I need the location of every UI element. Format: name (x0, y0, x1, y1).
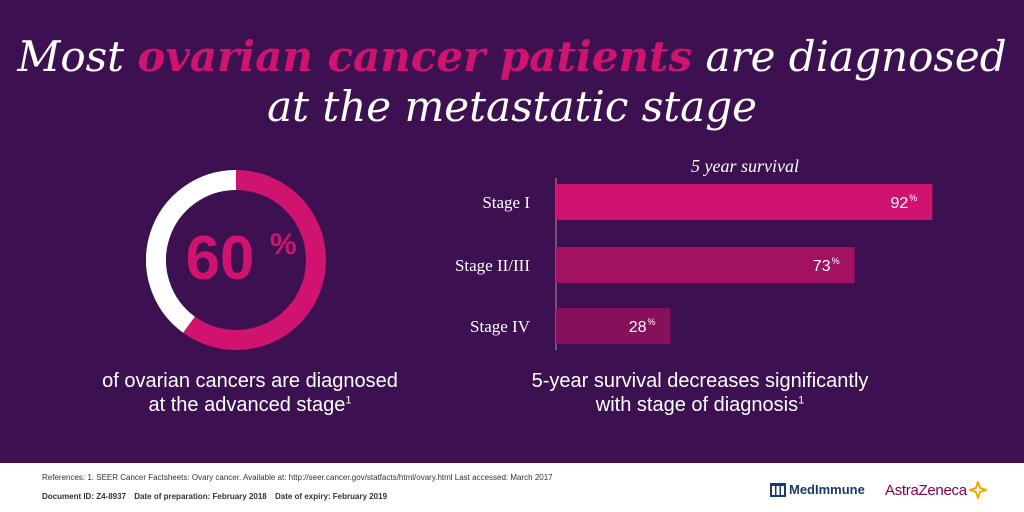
bar-value-unit: % (648, 317, 656, 327)
donut-slice-1 (183, 170, 326, 350)
medimmune-logo: MedImmune (770, 482, 865, 497)
donut-caption-line-1: of ovarian cancers are diagnosed (102, 370, 398, 392)
date-of-preparation: Date of preparation: February 2018 (134, 492, 267, 501)
bar-value-label: 73 (813, 258, 831, 275)
bar-category-label: Stage IV (470, 317, 531, 336)
bar-chart-title: 5 year survival (691, 156, 799, 176)
footer: References: 1. SEER Cancer Factsheets: O… (0, 463, 1024, 512)
bar-caption-line-2-text: with stage of diagnosis (595, 394, 799, 416)
title-highlight: ovarian cancer patients (137, 32, 693, 81)
bar (556, 308, 671, 344)
donut-caption: of ovarian cancers are diagnosed at the … (60, 369, 440, 417)
bar-category-label: Stage II/III (455, 256, 530, 275)
donut-caption-line-2-text: at the advanced stage (148, 394, 346, 416)
bar-value-unit: % (909, 193, 917, 203)
medimmune-logo-text: MedImmune (789, 482, 865, 497)
title-text-end: are diagnosed (692, 32, 1007, 81)
bar-value-label: 28 (629, 319, 647, 336)
references: References: 1. SEER Cancer Factsheets: O… (42, 473, 553, 482)
donut-chart: 60 % (146, 170, 326, 350)
donut-slice-2 (146, 170, 237, 333)
donut-caption-line-2: at the advanced stage1 (60, 393, 440, 417)
title-line-1: Most ovarian cancer patients are diagnos… (0, 32, 1024, 82)
bar-chart: Stage I 92 % Stage II/III 73 % Stage IV 28% (455, 178, 933, 350)
title-text-start: Most (17, 32, 138, 81)
document-info: Document ID: Z4-8937 Date of preparation… (42, 492, 393, 501)
medimmune-logo-icon (770, 482, 786, 497)
bar-category-label: Stage I (482, 193, 530, 212)
document-id: Document ID: Z4-8937 (42, 492, 127, 501)
bar (556, 184, 933, 220)
date-of-expiry: Date of expiry: February 2019 (274, 492, 388, 501)
bar-value-unit: % (832, 256, 840, 266)
bar-value-label: 92 (890, 195, 908, 212)
bar (556, 247, 855, 283)
astrazeneca-logo: AstraZeneca (885, 481, 987, 499)
astrazeneca-logo-icon (968, 481, 987, 499)
donut-value: 60 (186, 224, 255, 293)
title-line-2: at the metastatic stage (267, 82, 757, 131)
bar-caption-ref: 1 (798, 394, 805, 407)
page-title: Most ovarian cancer patients are diagnos… (0, 32, 1024, 132)
bar-caption: 5-year survival decreases significantly … (490, 369, 910, 417)
donut-caption-ref: 1 (345, 394, 352, 407)
donut-unit: % (270, 228, 297, 261)
bar-caption-line-2: with stage of diagnosis1 (490, 393, 910, 417)
astrazeneca-logo-text: AstraZeneca (885, 481, 967, 499)
bar-caption-line-1: 5-year survival decreases significantly (531, 370, 869, 392)
